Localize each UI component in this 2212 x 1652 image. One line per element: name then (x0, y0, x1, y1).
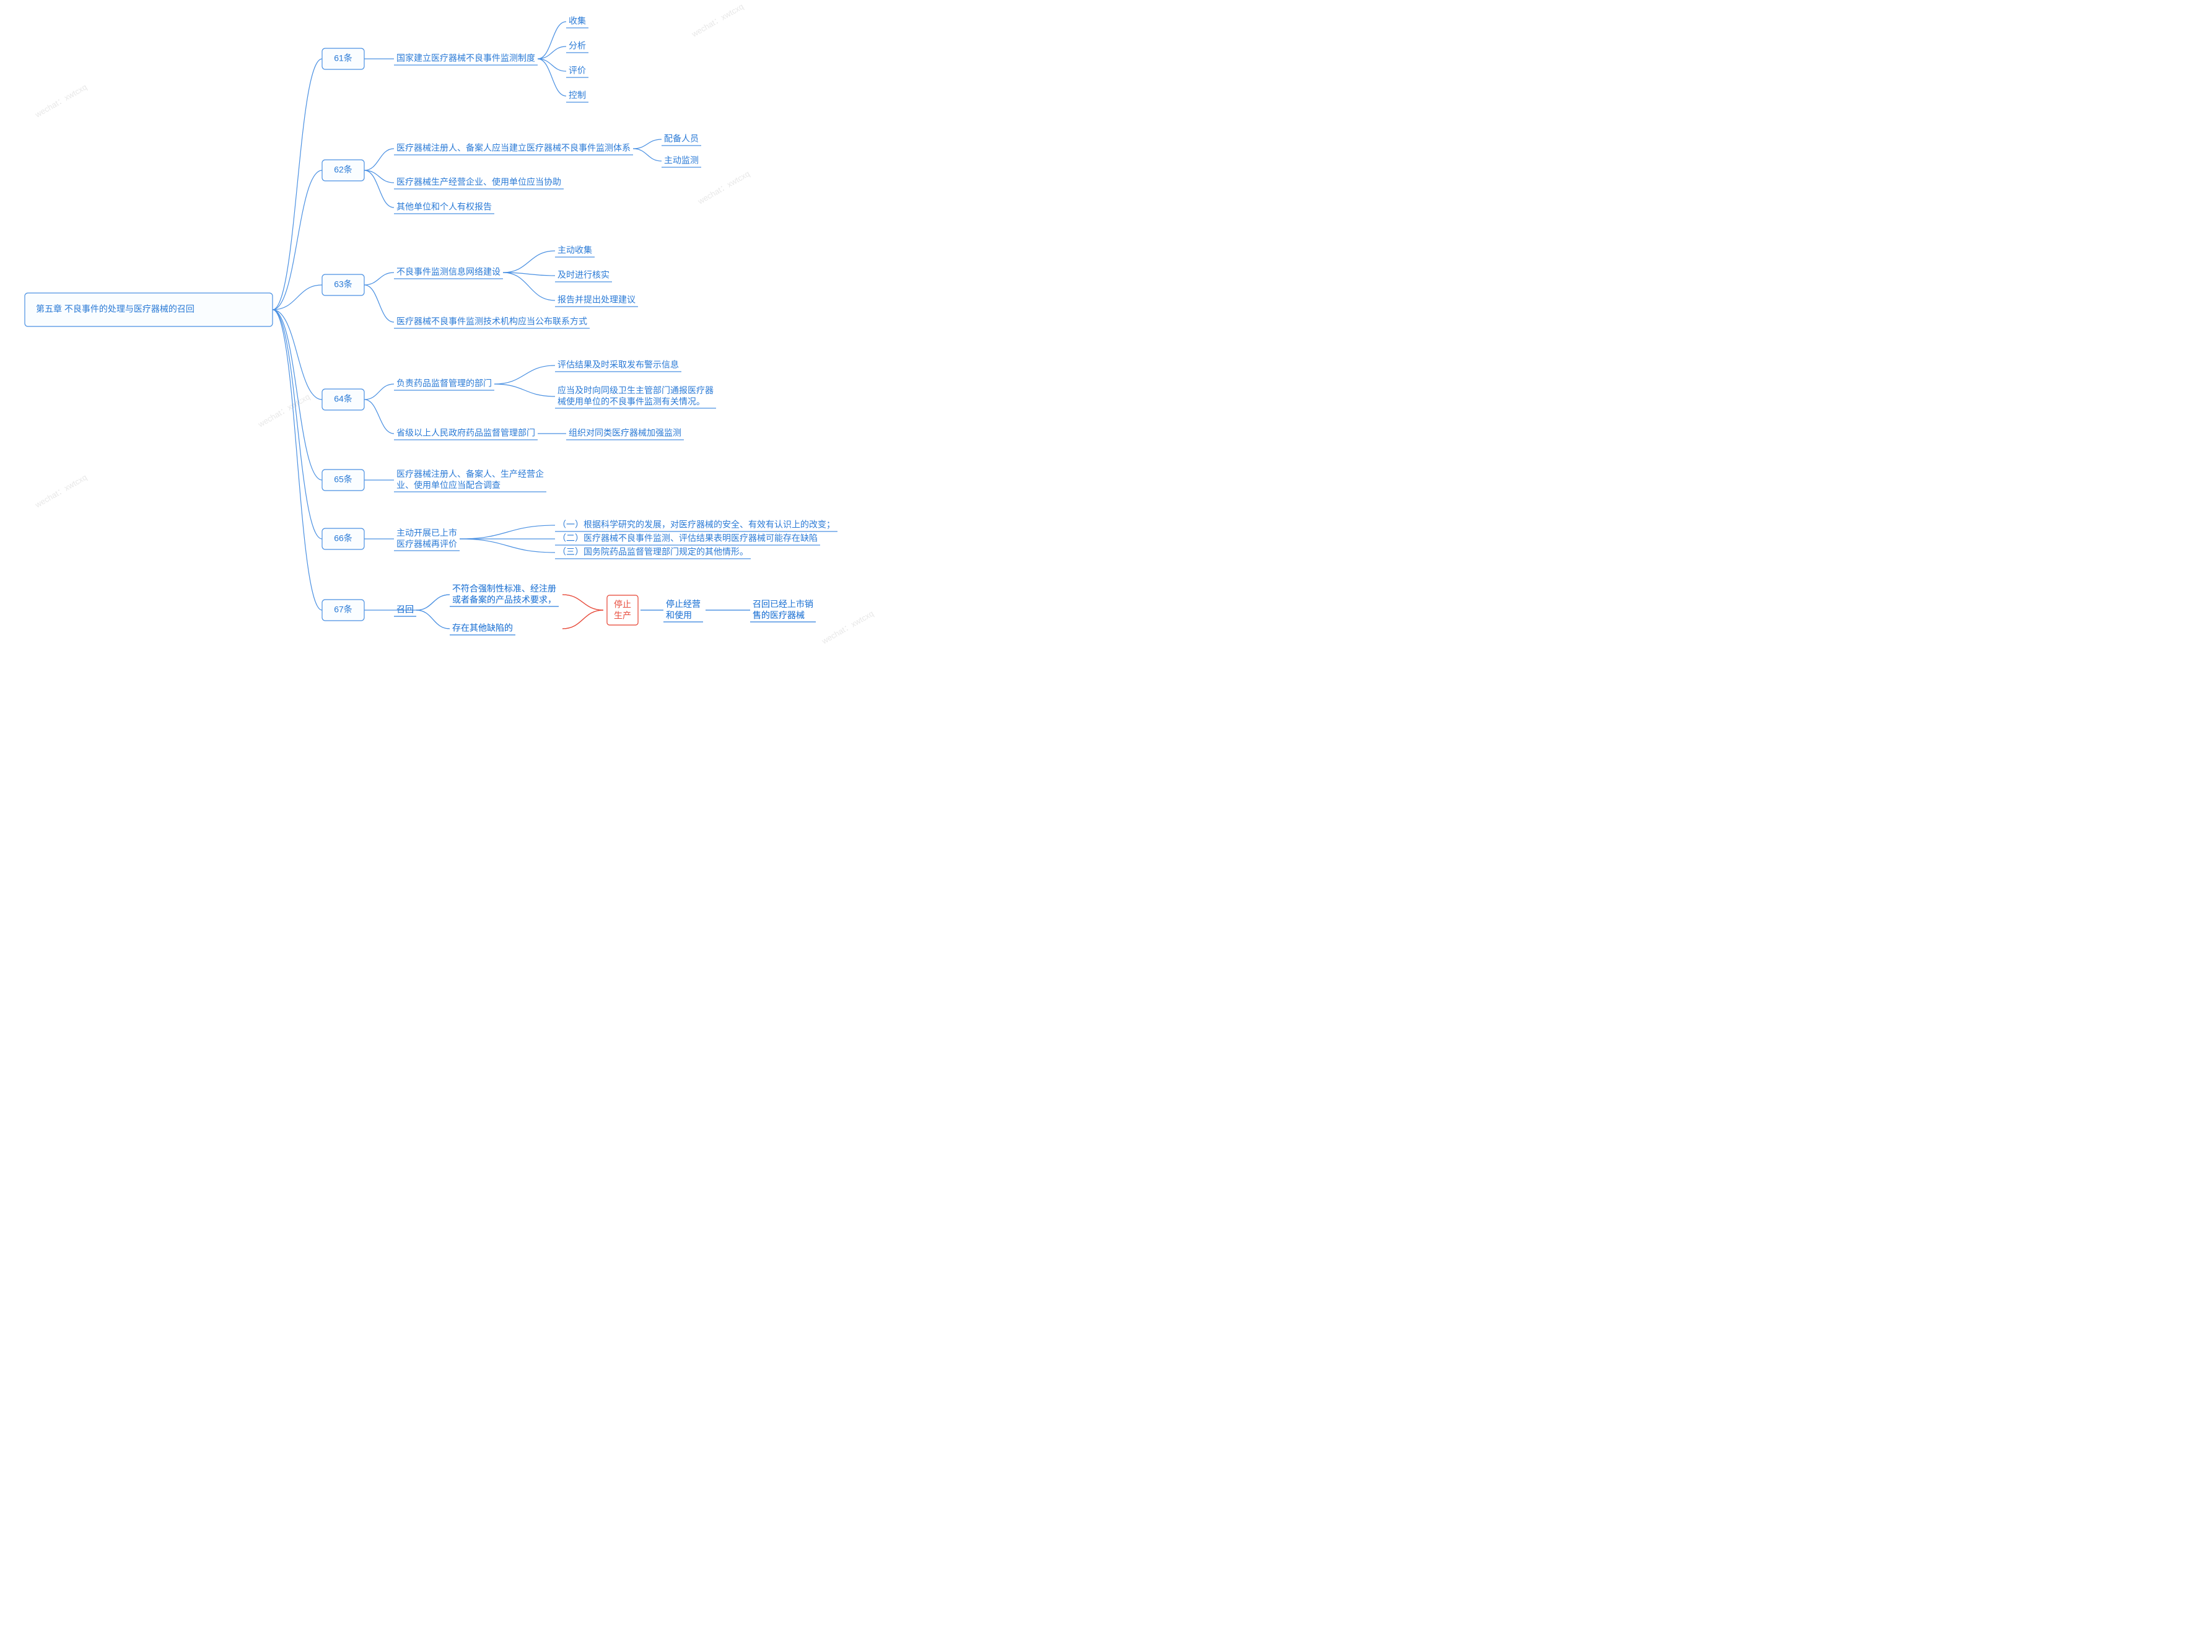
connector (273, 170, 322, 310)
node-label: 主动监测 (664, 155, 699, 165)
watermark: wechat：xwtcxq (33, 82, 89, 120)
node-label: 配备人员 (664, 134, 699, 144)
connector (538, 59, 566, 71)
node-label: 报告并提出处理建议 (557, 295, 636, 305)
connector (460, 539, 555, 553)
node-label: 国家建立医疗器械不良事件监测制度 (396, 53, 535, 63)
connector (364, 384, 394, 400)
node-label: 主动开展已上市医疗器械再评价 (396, 528, 457, 549)
connector (503, 273, 555, 300)
node-label: 65条 (334, 474, 352, 484)
node-label: 61条 (334, 53, 352, 63)
connector (503, 273, 555, 276)
svg-text:存在其他缺陷的: 存在其他缺陷的 (452, 623, 513, 633)
node-label: 控制 (569, 90, 586, 100)
watermark: wechat：xwtcxq (696, 169, 751, 206)
connector (494, 365, 555, 384)
node-label: 评价 (569, 66, 586, 76)
connector (273, 285, 322, 310)
node-label: 主动收集 (557, 245, 592, 255)
svg-text:生产: 生产 (614, 611, 631, 621)
node-label: 64条 (334, 394, 352, 404)
connector (416, 610, 450, 629)
node-label: 收集 (569, 16, 586, 26)
node-label: （二）医疗器械不良事件监测、评估结果表明医疗器械可能存在缺陷 (557, 533, 818, 543)
connector (273, 310, 322, 480)
watermark: wechat：xwtcxq (256, 392, 312, 429)
node-label: 医疗器械注册人、备案人应当建立医疗器械不良事件监测体系 (396, 143, 631, 153)
node-label: 不良事件监测信息网络建设 (396, 267, 501, 277)
node-label: 组织对同类医疗器械加强监测 (569, 428, 681, 438)
connector (562, 595, 603, 610)
connector (633, 139, 662, 149)
connector (364, 170, 394, 208)
connector (538, 59, 566, 96)
connector (503, 251, 555, 273)
connector (562, 610, 603, 629)
svg-text:停止经营和使用: 停止经营和使用 (666, 599, 701, 620)
node-label: 医疗器械注册人、备案人、生产经营企业、使用单位应当配合调查 (396, 469, 544, 490)
watermark: wechat：xwtcxq (820, 609, 875, 646)
connector (416, 595, 450, 610)
connector (633, 149, 662, 161)
connector (364, 149, 394, 170)
connector (273, 310, 322, 400)
watermark: wechat：xwtcxq (689, 2, 745, 39)
connector (494, 384, 555, 396)
node-label: 其他单位和个人有权报告 (396, 202, 492, 212)
connector (273, 59, 322, 310)
node-label: 医疗器械生产经营企业、使用单位应当协助 (396, 177, 561, 187)
node-label: 评估结果及时采取发布警示信息 (557, 360, 679, 370)
connector (364, 285, 394, 322)
node-label: 63条 (334, 279, 352, 289)
svg-text:第五章 不良事件的处理与医疗器械的召回: 第五章 不良事件的处理与医疗器械的召回 (36, 304, 195, 314)
node-label: 66条 (334, 533, 352, 543)
svg-text:不符合强制性标准、经注册或者备案的产品技术要求，: 不符合强制性标准、经注册或者备案的产品技术要求， (452, 583, 556, 605)
node-label: 医疗器械不良事件监测技术机构应当公布联系方式 (396, 317, 587, 326)
node-label: 分析 (569, 41, 586, 51)
connector (538, 46, 566, 59)
connector (364, 273, 394, 285)
watermark: wechat：xwtcxq (33, 473, 89, 510)
node-label: （一）根据科学研究的发展，对医疗器械的安全、有效有认识上的改变； (557, 520, 835, 530)
node-label: 负责药品监督管理的部门 (396, 378, 492, 388)
node-label: （三）国务院药品监督管理部门规定的其他情形。 (557, 547, 748, 557)
svg-text:停止: 停止 (614, 600, 631, 610)
node-label: 及时进行核实 (557, 270, 610, 280)
node-label: 67条 (334, 605, 352, 614)
connector (460, 525, 555, 539)
connector (364, 400, 394, 434)
node-label: 应当及时向同级卫生主管部门通报医疗器械使用单位的不良事件监测有关情况。 (557, 385, 714, 406)
connector (538, 22, 566, 59)
connector (273, 310, 322, 539)
connector (364, 170, 394, 183)
node-label: 62条 (334, 165, 352, 175)
svg-text:召回已经上市销售的医疗器械: 召回已经上市销售的医疗器械 (753, 599, 813, 620)
node-label: 召回 (396, 605, 414, 614)
node-label: 省级以上人民政府药品监督管理部门 (396, 428, 535, 438)
